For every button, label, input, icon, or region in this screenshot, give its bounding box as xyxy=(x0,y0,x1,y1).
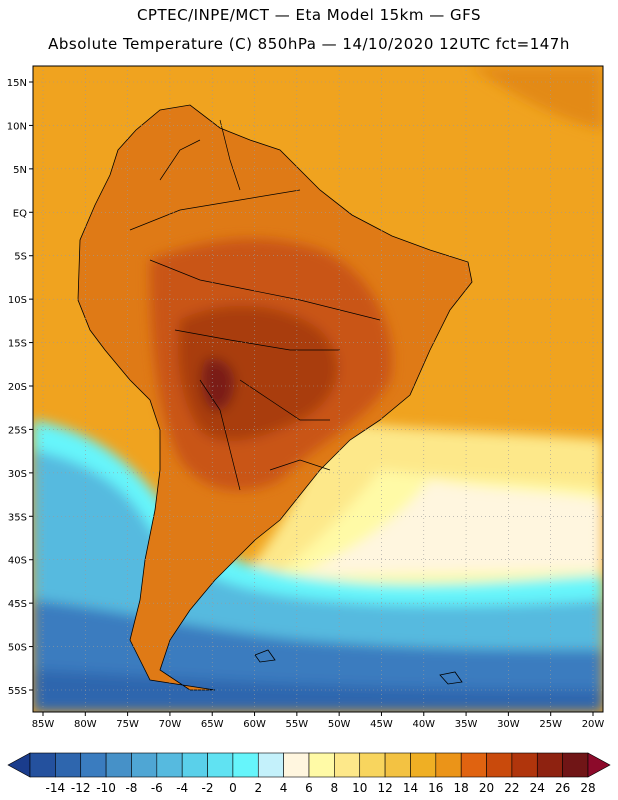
longitude-label: 40W xyxy=(412,719,435,730)
colorbar-label: 26 xyxy=(554,781,571,795)
colorbar-swatch xyxy=(384,752,411,778)
colorbar-swatch xyxy=(257,752,284,778)
colorbar-swatch xyxy=(29,752,56,778)
colorbar-label: 2 xyxy=(254,781,263,795)
latitude-label: 15N xyxy=(7,78,27,89)
colorbar-label: -8 xyxy=(125,781,138,795)
colorbar-swatch xyxy=(359,752,386,778)
longitude-label: 20W xyxy=(582,719,605,730)
colorbar-label: 0 xyxy=(229,781,237,795)
colorbar-swatch xyxy=(334,752,361,778)
longitude-label: 30W xyxy=(497,719,520,730)
colorbar-swatch xyxy=(181,752,208,778)
field-south-cream xyxy=(300,480,603,575)
latitude-label: 45S xyxy=(8,599,27,610)
islands xyxy=(254,649,463,685)
colorbar xyxy=(7,752,611,778)
colorbar-label: 16 xyxy=(428,781,444,795)
colorbar-label: -4 xyxy=(176,781,189,795)
colorbar-swatch xyxy=(308,752,335,778)
latitude-label: EQ xyxy=(13,208,27,219)
country-borders xyxy=(129,119,381,491)
longitude-label: 45W xyxy=(370,719,393,730)
colorbar-label: -12 xyxy=(70,781,91,795)
colorbar-swatch xyxy=(536,752,563,778)
colorbar-swatch xyxy=(562,752,589,778)
colorbar-swatch xyxy=(460,752,487,778)
colorbar-swatch xyxy=(283,752,310,778)
longitude-labels: 85W 80W 75W 70W 65W 60W 55W 50W 45W 40W 35W 30W 25W 2… xyxy=(32,712,605,730)
colorbar-label: -10 xyxy=(96,781,116,795)
map-title-line1: CPTEC/INPE/MCT — Eta Model 15km — GFS xyxy=(136,6,482,24)
longitude-label: 50W xyxy=(328,719,351,730)
latitude-label: 55S xyxy=(8,686,27,697)
longitude-label: 80W xyxy=(74,719,97,730)
colorbar-swatch xyxy=(207,752,234,778)
colorbar-max-arrow xyxy=(587,752,611,778)
colorbar-label: 10 xyxy=(352,781,368,795)
latitude-label: 20S xyxy=(8,382,27,393)
map-plot-area xyxy=(33,66,603,712)
longitude-label: 55W xyxy=(286,719,309,730)
colorbar-min-arrow xyxy=(7,752,31,778)
latitude-label: 15S xyxy=(8,339,27,350)
map-title-line2: Absolute Temperature (C) 850hPa — 14/10/… xyxy=(48,35,570,53)
colorbar-label: -2 xyxy=(201,781,214,795)
colorbar-swatch xyxy=(232,752,259,778)
map-frame xyxy=(32,65,604,713)
colorbar-label: 22 xyxy=(504,781,520,795)
latitude-gridlines xyxy=(33,81,603,691)
longitude-label: 25W xyxy=(539,719,562,730)
colorbar-label: 24 xyxy=(529,781,545,795)
latitude-label: 5N xyxy=(13,165,27,176)
colorbar-swatch xyxy=(511,752,538,778)
colorbar-swatch xyxy=(156,752,183,778)
latitude-label: 35S xyxy=(8,512,27,523)
colorbar-label: 12 xyxy=(377,781,393,795)
latitude-label: 30S xyxy=(8,469,27,480)
colorbar-swatch xyxy=(55,752,82,778)
longitude-label: 75W xyxy=(116,719,139,730)
colorbar-label: 18 xyxy=(453,781,469,795)
colorbar-label: -14 xyxy=(45,781,66,795)
longitude-label: 65W xyxy=(201,719,224,730)
longitude-label: 60W xyxy=(243,719,266,730)
colorbar-label: 8 xyxy=(330,781,339,795)
longitude-label: 70W xyxy=(159,719,182,730)
land-hottest-core xyxy=(200,358,235,411)
colorbar-label: 6 xyxy=(305,781,313,795)
colorbar-label: 28 xyxy=(580,781,596,795)
latitude-label: 25S xyxy=(8,425,27,436)
colorbar-swatch xyxy=(131,752,158,778)
colorbar-label: 4 xyxy=(279,781,288,795)
colorbar-swatch xyxy=(105,752,132,778)
colorbar-swatch xyxy=(80,752,107,778)
latitude-labels: 15N 10N 5N EQ 5S 10S 15S 20S 25S 30S 35S 40S 45S 50S 5… xyxy=(7,78,33,697)
latitude-label: 10S xyxy=(8,295,27,306)
latitude-label: 40S xyxy=(8,556,27,567)
colorbar-label: 20 xyxy=(478,781,495,795)
latitude-label: 50S xyxy=(8,643,27,654)
longitude-label: 85W xyxy=(32,719,55,730)
longitude-label: 35W xyxy=(455,719,478,730)
latitude-label: 5S xyxy=(14,252,27,263)
colorbar-label: 14 xyxy=(402,781,419,795)
colorbar-swatch xyxy=(435,752,462,778)
latitude-label: 10N xyxy=(7,121,27,132)
colorbar-swatch xyxy=(486,752,513,778)
colorbar-label: -6 xyxy=(150,781,163,795)
colorbar-swatch xyxy=(410,752,437,778)
